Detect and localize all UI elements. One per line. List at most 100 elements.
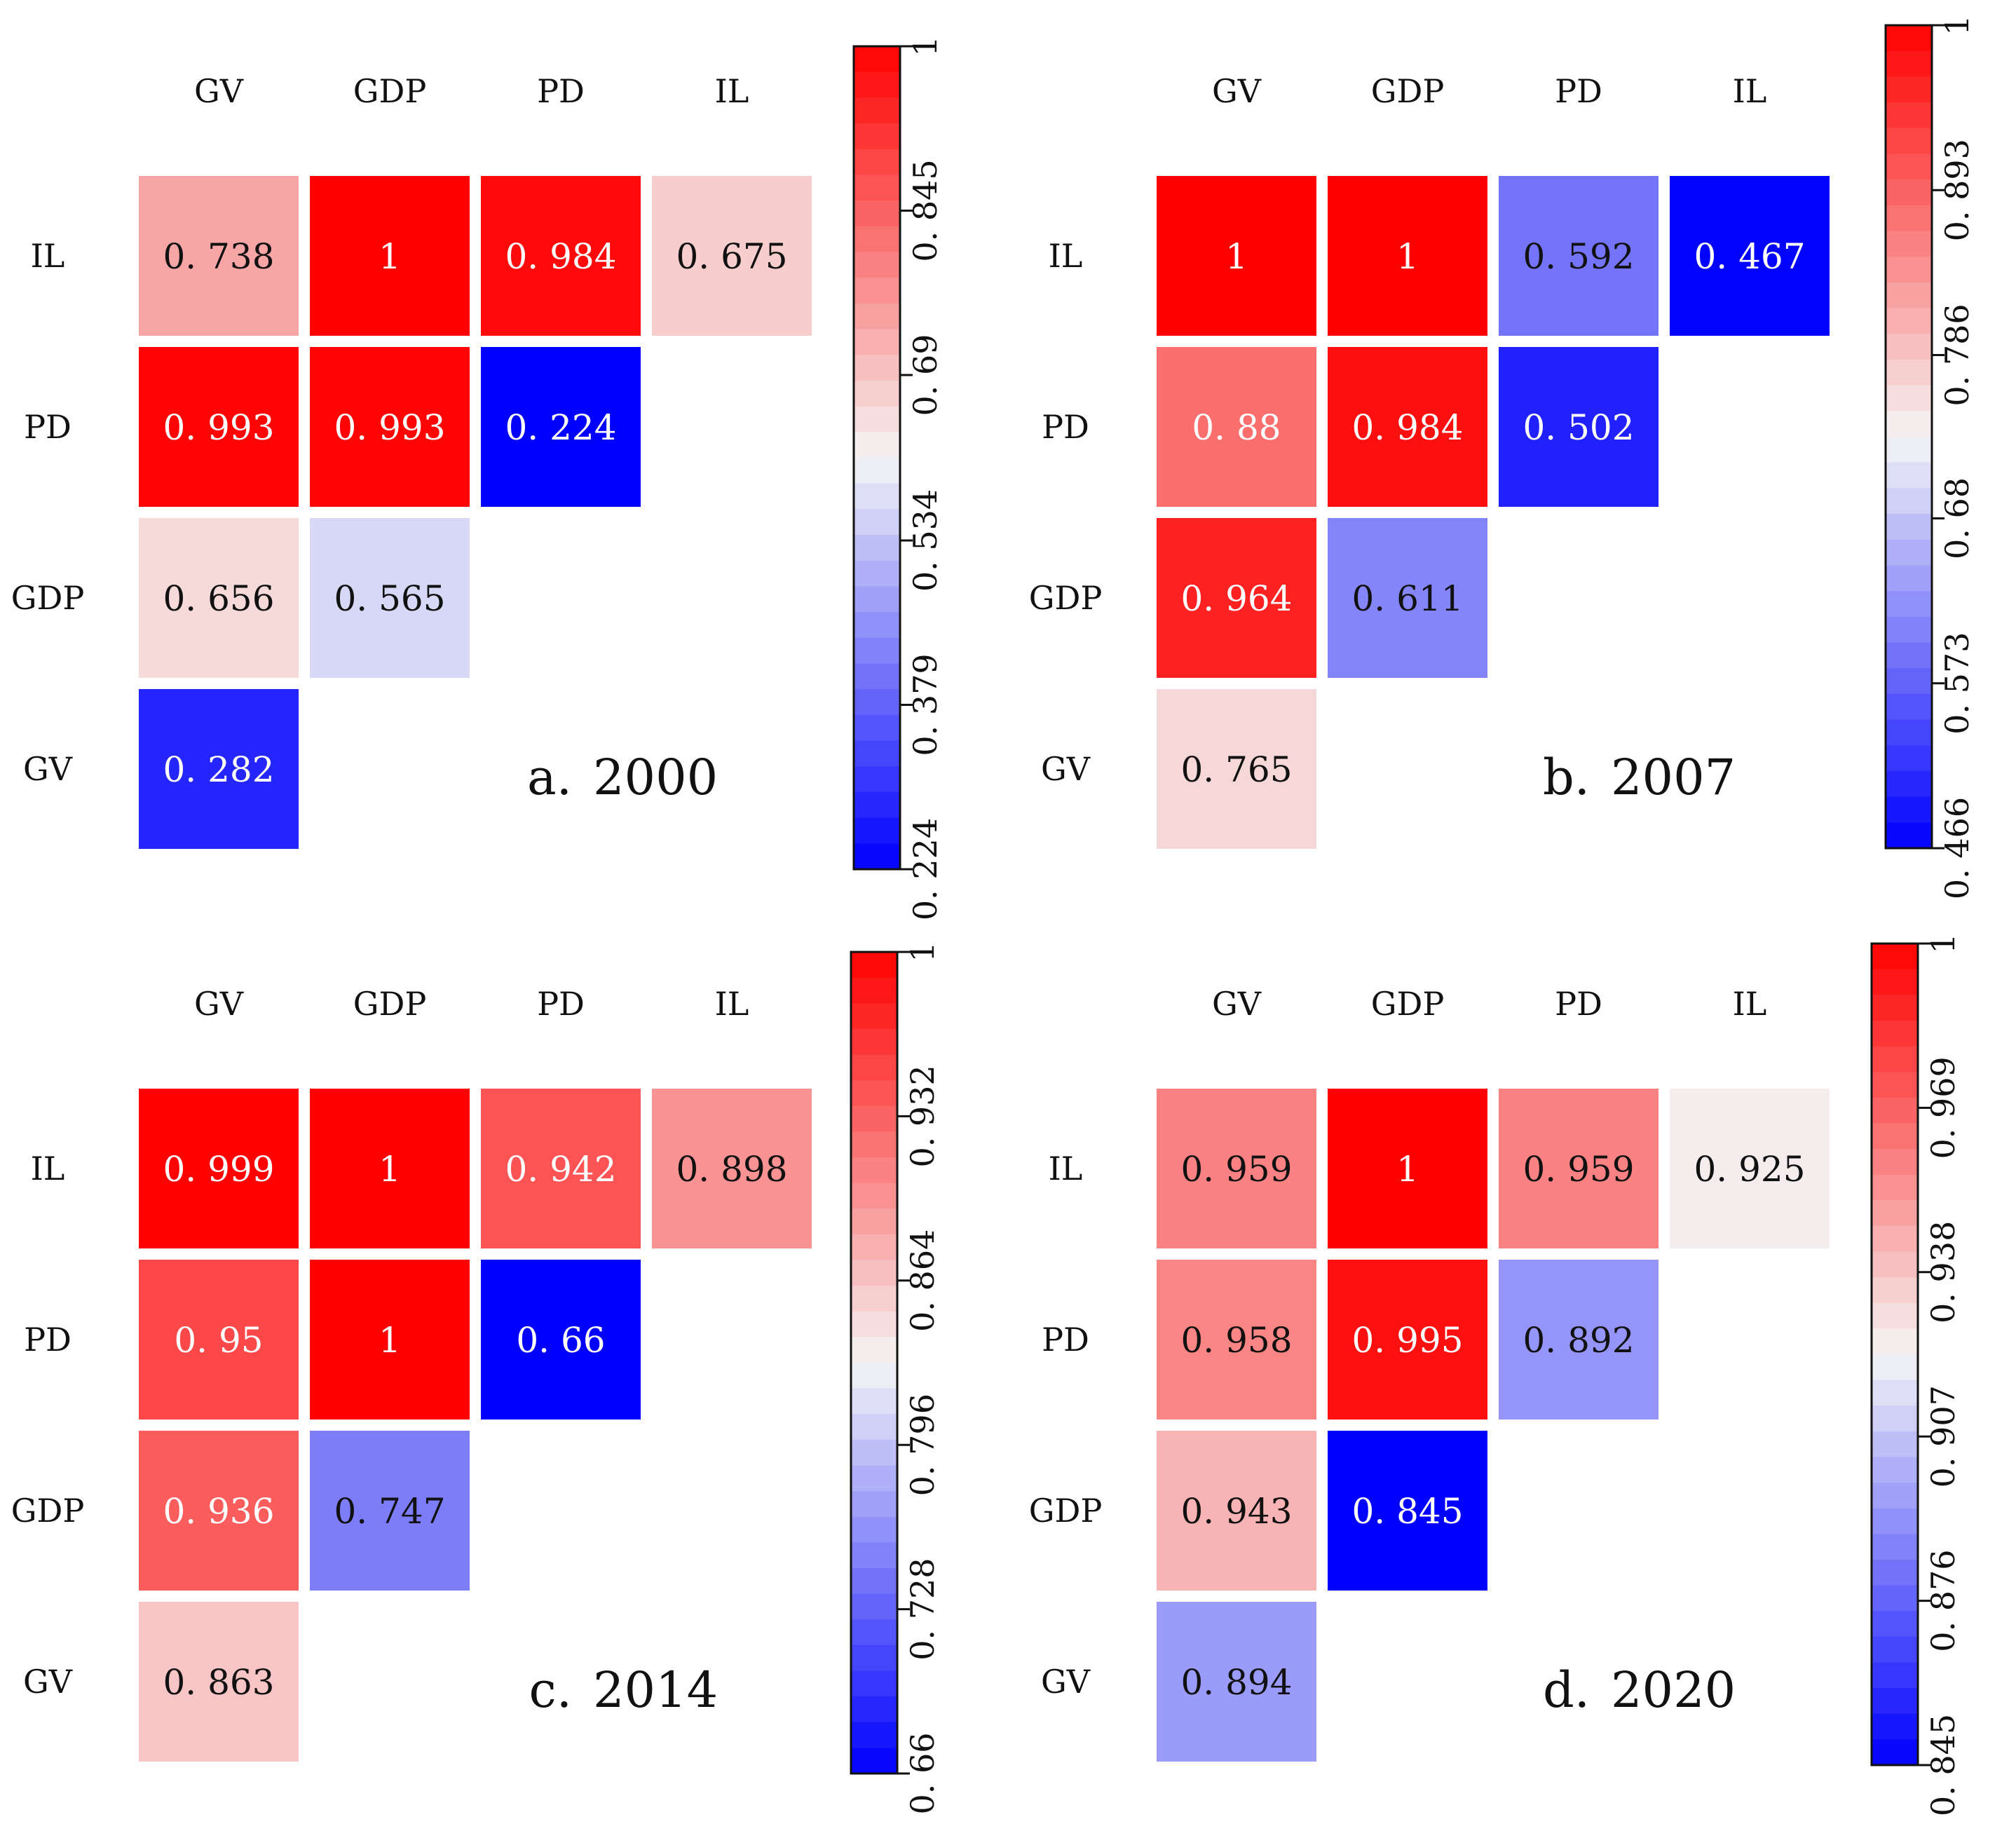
heatmap-cell — [1328, 176, 1487, 336]
column-label: GDP — [1371, 985, 1445, 1023]
colorbar-segment — [1872, 1354, 1918, 1381]
cell-value-label: 1 — [1225, 236, 1248, 277]
colorbar-segment — [851, 1105, 897, 1132]
colorbar-segment — [854, 380, 900, 407]
colorbar-segment — [854, 663, 900, 690]
colorbar-tick-label: 0. 573 — [1938, 632, 1976, 735]
colorbar-segment — [1872, 1380, 1918, 1406]
panel-caption-year: 2000 — [593, 749, 718, 806]
cell-value-label: 0. 592 — [1523, 236, 1634, 277]
colorbar-segment — [851, 1209, 897, 1235]
cell-value-label: 0. 964 — [1180, 578, 1292, 619]
colorbar-segment — [854, 637, 900, 665]
colorbar-segment — [851, 1234, 897, 1261]
colorbar-segment — [854, 226, 900, 253]
heatmap-cell — [1157, 1260, 1316, 1420]
column-label: GDP — [1371, 72, 1445, 110]
colorbar-segment — [854, 123, 900, 150]
row-label: GV — [1041, 1663, 1091, 1701]
colorbar-segment — [854, 612, 900, 639]
colorbar-segment — [854, 483, 900, 510]
cell-value-label: 0. 224 — [505, 407, 616, 448]
colorbar-segment — [1886, 179, 1932, 206]
cell-value-label: 1 — [1396, 1149, 1419, 1190]
colorbar-segment — [851, 1491, 897, 1518]
panel-caption-year: 2014 — [593, 1661, 718, 1719]
row-label: GDP — [11, 1492, 85, 1530]
colorbar-segment — [1886, 437, 1932, 463]
colorbar-tick-label: 0. 893 — [1938, 139, 1976, 241]
colorbar-tick-label: 0. 864 — [904, 1230, 941, 1332]
colorbar-segment — [1886, 385, 1932, 411]
colorbar-segment — [1886, 719, 1932, 746]
heatmap-cell — [1328, 347, 1487, 507]
heatmap-panel-2007: GV GDP PD IL IL PD GDP GV 1 1 0. 592 0. 467 0. 88 0. … — [1029, 15, 1976, 899]
heatmap-cell — [1499, 1089, 1659, 1248]
colorbar-segment — [1872, 1405, 1918, 1432]
panel-caption-year: 2020 — [1611, 1661, 1736, 1719]
colorbar-segment — [1886, 257, 1932, 283]
column-label: GV — [194, 985, 244, 1023]
colorbar-segment — [851, 1542, 897, 1569]
colorbar-segment — [1872, 1200, 1918, 1227]
column-label: IL — [715, 72, 749, 110]
colorbar-segment — [1886, 50, 1932, 77]
row-label: GDP — [1029, 1492, 1103, 1530]
heatmap-cell — [1157, 518, 1316, 678]
cell-value-label: 0. 66 — [516, 1320, 605, 1361]
colorbar-tick-label: 1 — [906, 36, 944, 56]
heatmap-cell — [1157, 176, 1316, 336]
cell-value-label: 1 — [379, 236, 401, 277]
row-label: GDP — [1029, 579, 1103, 617]
colorbar-segment — [1886, 462, 1932, 489]
heatmap-cell — [481, 176, 641, 336]
colorbar-segment — [854, 355, 900, 381]
colorbar-frame — [1884, 24, 1933, 850]
cell-value-label: 0. 863 — [163, 1662, 274, 1703]
column-label: PD — [537, 72, 585, 110]
cell-value-label: 0. 999 — [163, 1149, 274, 1190]
column-label: GV — [194, 72, 244, 110]
colorbar-segment — [851, 977, 897, 1004]
colorbar-segment — [1886, 359, 1932, 386]
cell-value-label: 0. 959 — [1523, 1149, 1634, 1190]
colorbar-segment — [851, 1183, 897, 1209]
colorbar-segment — [851, 1028, 897, 1056]
column-label: PD — [1555, 985, 1602, 1023]
colorbar-segment — [1872, 944, 1918, 970]
colorbar-segment — [1886, 102, 1932, 129]
colorbar-tick-label: 0. 845 — [1924, 1714, 1962, 1816]
heatmap-cell — [310, 176, 470, 336]
colorbar-segment — [851, 1619, 897, 1646]
colorbar-segment — [1872, 1662, 1918, 1689]
cell-value-label: 0. 925 — [1694, 1149, 1805, 1190]
cell-value-label: 0. 984 — [1351, 407, 1463, 448]
colorbar-segment — [851, 1722, 897, 1748]
heatmap-cell — [310, 1260, 470, 1420]
colorbar-segment — [1886, 616, 1932, 644]
cell-value-label: 0. 502 — [1523, 407, 1634, 448]
colorbar-segment — [854, 740, 900, 767]
heatmap-cell — [1670, 1089, 1830, 1248]
colorbar-segment — [854, 586, 900, 613]
colorbar-segment — [1872, 1277, 1918, 1304]
row-label: IL — [1049, 1150, 1083, 1187]
colorbar-segment — [1872, 995, 1918, 1021]
cell-value-label: 0. 675 — [676, 236, 787, 277]
panel-caption-letter: c. — [529, 1661, 572, 1719]
heatmap-cell — [1157, 1602, 1316, 1762]
heatmap-cell — [310, 518, 470, 678]
column-label: GV — [1212, 985, 1262, 1023]
panel-caption-letter: b. — [1543, 749, 1590, 806]
panel-caption-year: 2007 — [1611, 749, 1736, 806]
cell-value-label: 0. 282 — [163, 749, 274, 790]
row-label: GDP — [11, 579, 85, 617]
colorbar-tick-label: 0. 932 — [904, 1065, 941, 1167]
colorbar-segment — [1886, 642, 1932, 669]
colorbar-tick-label: 0. 379 — [906, 653, 944, 756]
colorbar-segment — [854, 791, 900, 819]
heatmap-cell — [139, 689, 299, 849]
cell-value-label: 0. 959 — [1180, 1149, 1292, 1190]
colorbar-segment — [1886, 282, 1932, 309]
heatmap-panel-2000: GV GDP PD IL IL PD GDP GV 0. 738 1 0. 984 0. 675 0. … — [11, 36, 944, 920]
